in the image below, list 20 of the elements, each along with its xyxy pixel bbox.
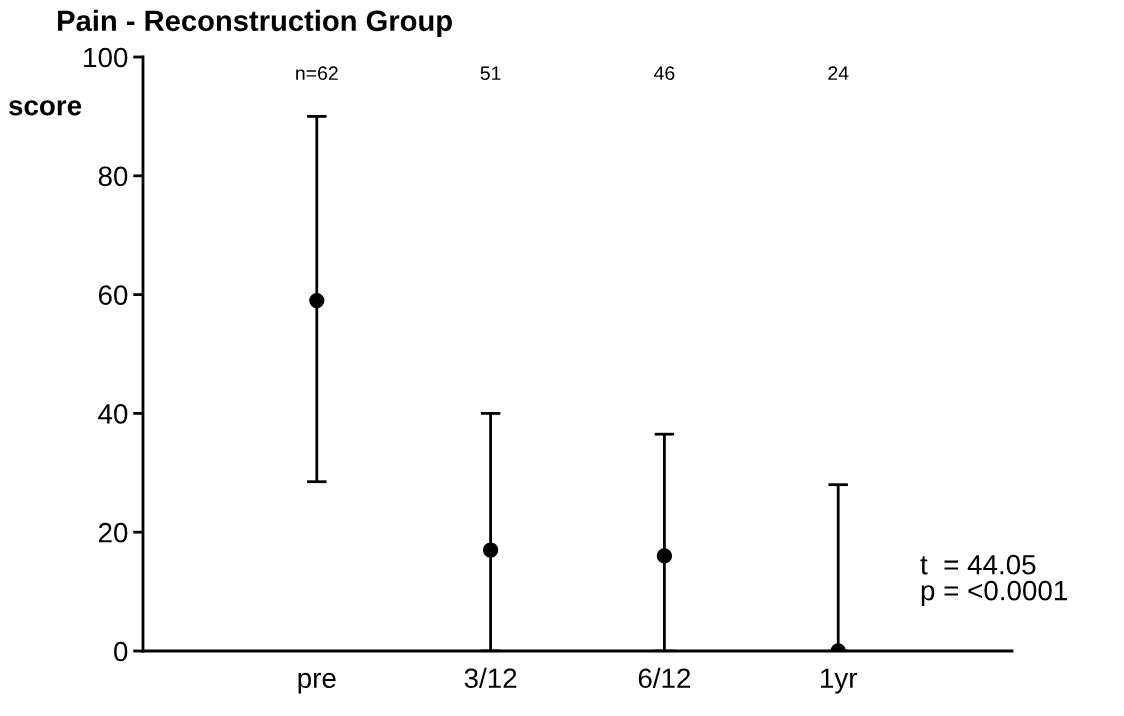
y-tick-label: 40 — [98, 404, 128, 424]
x-tick-label: pre — [298, 672, 336, 694]
x-tick-label: 3/12 — [464, 667, 517, 689]
y-tick-label: 100 — [84, 47, 128, 68]
point — [309, 292, 325, 309]
point — [482, 542, 499, 558]
x-tick-label: 6/12 — [638, 667, 691, 689]
y-tick-label: 0 — [114, 641, 128, 662]
y-tick-label: 20 — [98, 522, 128, 543]
annotation: t = 44.05 p = <0.0001 — [920, 554, 1067, 606]
y-tick-label: 80 — [98, 166, 128, 187]
chart-title: Pain - Reconstruction Group — [58, 9, 452, 37]
x-tick-label: 1yr — [821, 668, 858, 694]
annotation: 51 — [480, 66, 501, 81]
annotation: 46 — [654, 66, 675, 81]
y-axis-title: score — [8, 100, 82, 116]
point — [656, 548, 673, 564]
annotation: n=62 — [296, 66, 338, 81]
y-tick-label: 60 — [98, 285, 128, 305]
annotation: 24 — [828, 66, 849, 80]
